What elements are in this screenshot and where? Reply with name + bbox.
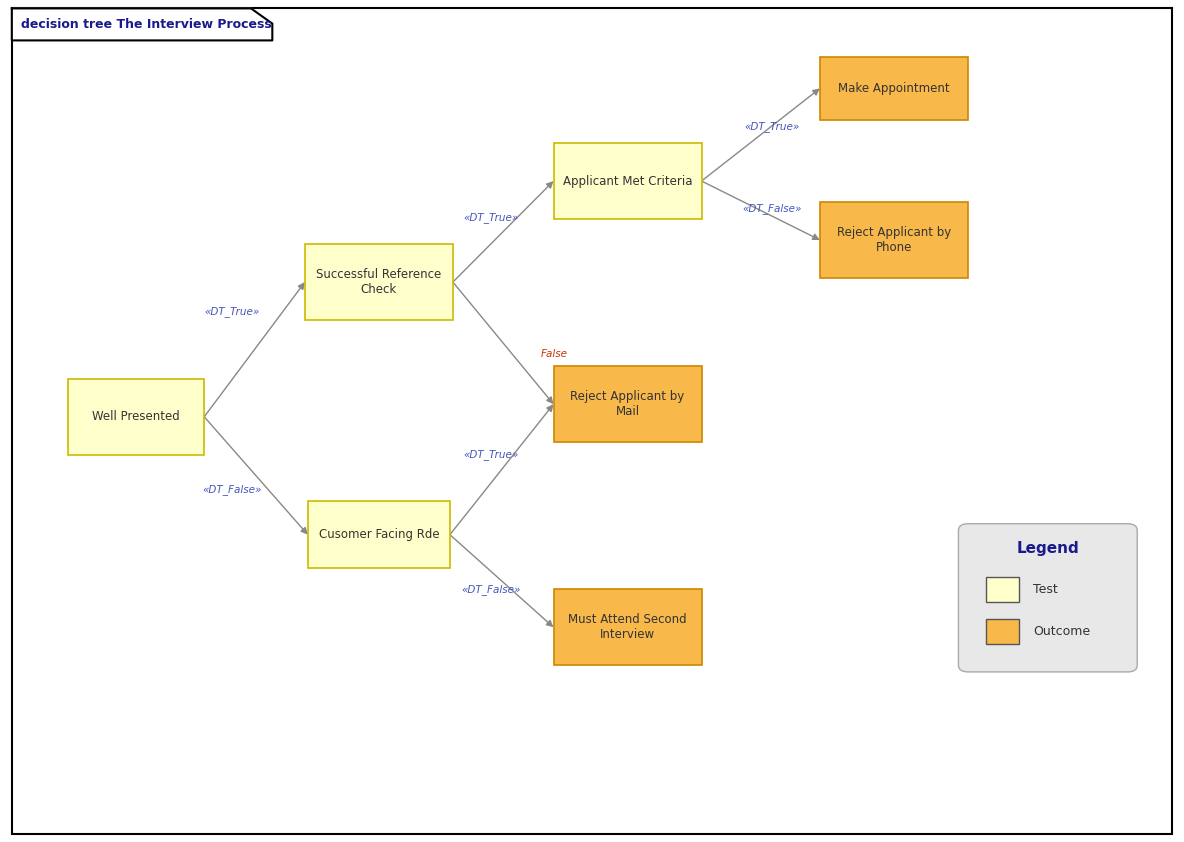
Text: «DT_True»: «DT_True» bbox=[464, 212, 519, 222]
Text: Reject Applicant by
Mail: Reject Applicant by Mail bbox=[571, 390, 684, 418]
Text: «DT_False»: «DT_False» bbox=[462, 584, 521, 594]
Text: «DT_True»: «DT_True» bbox=[464, 450, 519, 460]
Text: «DT_False»: «DT_False» bbox=[202, 485, 262, 495]
Text: decision tree The Interview Process: decision tree The Interview Process bbox=[21, 18, 272, 31]
Text: Must Attend Second
Interview: Must Attend Second Interview bbox=[568, 613, 687, 642]
Text: Make Appointment: Make Appointment bbox=[838, 82, 950, 95]
Text: Legend: Legend bbox=[1017, 541, 1079, 557]
Text: Outcome: Outcome bbox=[1032, 625, 1090, 638]
FancyBboxPatch shape bbox=[308, 501, 450, 568]
FancyBboxPatch shape bbox=[819, 202, 969, 278]
Text: «DT_False»: «DT_False» bbox=[742, 204, 802, 214]
Text: Reject Applicant by
Phone: Reject Applicant by Phone bbox=[837, 226, 951, 254]
Text: «DT_True»: «DT_True» bbox=[205, 306, 259, 317]
FancyBboxPatch shape bbox=[819, 57, 969, 120]
FancyBboxPatch shape bbox=[305, 244, 452, 320]
Text: Well Presented: Well Presented bbox=[92, 410, 180, 424]
Text: Applicant Met Criteria: Applicant Met Criteria bbox=[562, 174, 693, 188]
Text: False: False bbox=[541, 349, 567, 359]
FancyBboxPatch shape bbox=[554, 143, 701, 219]
Text: Successful Reference
Check: Successful Reference Check bbox=[316, 268, 442, 296]
Text: Cusomer Facing Rde: Cusomer Facing Rde bbox=[318, 528, 439, 541]
FancyBboxPatch shape bbox=[69, 379, 205, 455]
Polygon shape bbox=[12, 8, 272, 40]
FancyBboxPatch shape bbox=[554, 589, 701, 665]
FancyBboxPatch shape bbox=[959, 524, 1137, 672]
FancyBboxPatch shape bbox=[986, 619, 1019, 644]
Text: Test: Test bbox=[1032, 583, 1057, 596]
FancyBboxPatch shape bbox=[986, 577, 1019, 602]
FancyBboxPatch shape bbox=[554, 366, 701, 442]
Text: «DT_True»: «DT_True» bbox=[745, 121, 799, 131]
